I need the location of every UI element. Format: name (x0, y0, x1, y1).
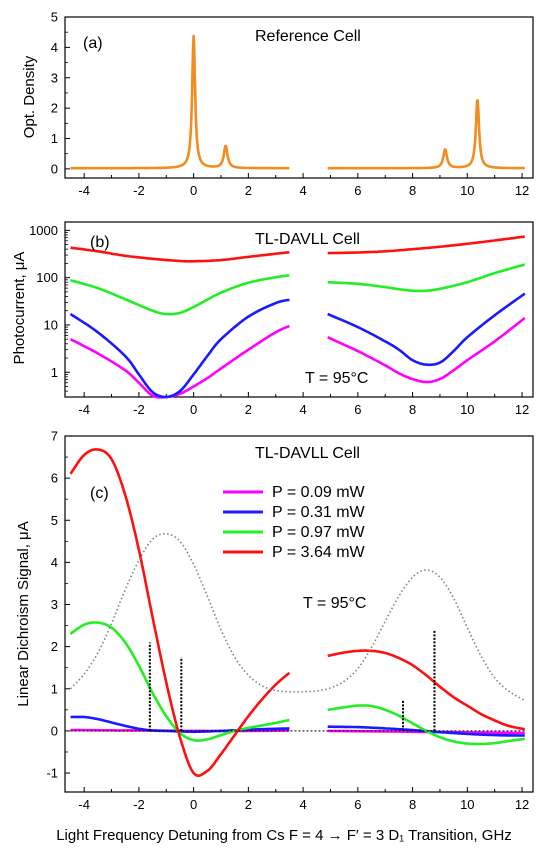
panel-c-temperature: T = 95°C (303, 595, 366, 612)
panel-b-label: (b) (90, 234, 110, 251)
series-line (69, 324, 290, 399)
reference-dotted-line (69, 532, 526, 702)
x-tick-label: 10 (460, 183, 474, 198)
y-tick-label: 4 (51, 40, 58, 55)
panel-a-frame (64, 16, 534, 179)
panel-a-label: (a) (83, 35, 103, 52)
x-tick-label: 6 (354, 183, 361, 198)
series-line (70, 715, 290, 734)
panel-b-title: TL-DAVLL Cell (255, 231, 360, 248)
panel-b-axes: -4 -2 0 2 4 6 8 10 12 1 10 100 1000 (29, 223, 529, 417)
panel-b: -4 -2 0 2 4 6 8 10 12 1 10 100 1000 (b) TL-DAVLL Cel… (11, 221, 534, 417)
panel-b-frame (64, 221, 534, 398)
panel-b-temperature: T = 95°C (305, 370, 368, 387)
y-tick-label: 7 (51, 429, 58, 444)
legend-label: P = 3.64 mW (272, 544, 366, 561)
x-tick-label: 0 (190, 797, 197, 812)
panel-c-ylabel: Linear Dichroism Signal, μA (15, 521, 32, 706)
series-line (327, 263, 526, 293)
series-line (70, 274, 290, 316)
x-tick-label: 2 (245, 797, 252, 812)
x-axis-label: Light Frequency Detuning from Cs F = 4 →… (56, 827, 512, 844)
y-tick-label: 100 (36, 270, 58, 285)
x-tick-label: 12 (515, 797, 529, 812)
y-tick-label: 5 (51, 10, 58, 25)
y-tick-label: 5 (51, 513, 58, 528)
x-tick-label: -4 (78, 402, 90, 417)
y-tick-label: 0 (51, 161, 58, 176)
panel-c-label: (c) (90, 485, 109, 502)
y-tick-label: 2 (51, 101, 58, 116)
legend-label: P = 0.09 mW (272, 484, 366, 501)
series-line (327, 292, 526, 367)
x-tick-label: 12 (515, 402, 529, 417)
panel-c-title: TL-DAVLL Cell (255, 445, 360, 462)
series-line (327, 235, 526, 255)
y-tick-label: 1 (51, 365, 58, 380)
x-tick-label: 6 (354, 797, 361, 812)
x-tick-label: -4 (78, 797, 90, 812)
y-tick-label: 10 (44, 317, 58, 332)
y-tick-label: 0 (51, 723, 58, 738)
y-tick-label: -1 (46, 766, 58, 781)
panel-c-frame (64, 435, 534, 793)
y-tick-label: 1 (51, 681, 58, 696)
panel-b-series (69, 235, 526, 399)
x-tick-label: 8 (409, 183, 416, 198)
series-line (70, 246, 290, 263)
x-tick-label: 4 (299, 183, 306, 198)
x-tick-label: 0 (190, 183, 197, 198)
panel-b-ylabel: Photocurrent, μA (11, 252, 28, 365)
legend-label: P = 0.97 mW (272, 524, 366, 541)
y-tick-label: 4 (51, 555, 58, 570)
series-line (327, 649, 526, 731)
x-tick-label: 0 (190, 402, 197, 417)
y-tick-label: 3 (51, 70, 58, 85)
x-tick-label: 6 (354, 402, 361, 417)
y-tick-label: 1000 (29, 223, 58, 238)
panel-a-title: Reference Cell (255, 28, 361, 45)
panel-a-series (69, 34, 526, 170)
x-tick-label: 10 (460, 402, 474, 417)
panel-c-series (69, 448, 526, 777)
series-line (327, 316, 526, 384)
x-tick-label: -4 (78, 183, 90, 198)
x-tick-label: 10 (460, 797, 474, 812)
x-tick-label: 2 (245, 183, 252, 198)
x-tick-label: 8 (409, 402, 416, 417)
y-tick-label: 2 (51, 639, 58, 654)
series-line (327, 704, 526, 746)
x-tick-label: -2 (133, 183, 145, 198)
x-tick-label: 4 (299, 402, 306, 417)
x-tick-label: 8 (409, 797, 416, 812)
panel-a-ylabel: Opt. Density (21, 55, 38, 138)
x-tick-label: 12 (515, 183, 529, 198)
x-tick-label: -2 (133, 797, 145, 812)
x-tick-label: 2 (245, 402, 252, 417)
y-tick-label: 1 (51, 131, 58, 146)
legend-label: P = 0.31 mW (272, 504, 366, 521)
x-tick-label: 4 (299, 797, 306, 812)
series-line (327, 99, 526, 170)
panel-c-legend: P = 0.09 mW P = 0.31 mW P = 0.97 mW P = 3.6… (223, 484, 366, 561)
x-tick-label: -2 (133, 402, 145, 417)
series-line (327, 729, 525, 735)
series-line (69, 448, 291, 777)
series-line (69, 34, 291, 170)
y-tick-label: 3 (51, 597, 58, 612)
series-line (69, 298, 290, 399)
y-tick-label: 6 (51, 471, 58, 486)
